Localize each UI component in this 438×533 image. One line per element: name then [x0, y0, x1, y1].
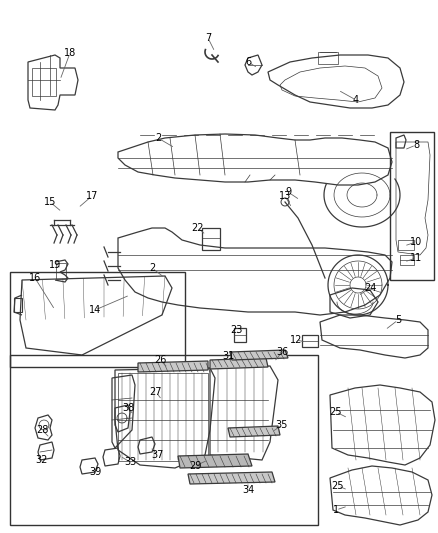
Text: 33: 33 — [124, 457, 136, 467]
Text: 34: 34 — [242, 485, 254, 495]
Text: 16: 16 — [29, 273, 41, 283]
Text: 6: 6 — [245, 57, 251, 67]
Bar — [398, 240, 414, 250]
Text: 4: 4 — [353, 95, 359, 105]
Text: 13: 13 — [279, 191, 291, 201]
Text: 36: 36 — [276, 347, 288, 357]
Bar — [318, 52, 338, 64]
Polygon shape — [178, 454, 252, 468]
Text: 27: 27 — [150, 387, 162, 397]
Text: 31: 31 — [222, 351, 234, 361]
Text: 8: 8 — [413, 140, 419, 150]
Polygon shape — [210, 358, 268, 369]
Text: 35: 35 — [276, 420, 288, 430]
Text: 26: 26 — [154, 355, 166, 365]
Bar — [302, 335, 318, 347]
Bar — [400, 255, 414, 265]
Text: 11: 11 — [410, 253, 422, 263]
Bar — [202, 228, 220, 250]
Text: 7: 7 — [205, 33, 211, 43]
Polygon shape — [230, 350, 288, 360]
Text: 23: 23 — [230, 325, 242, 335]
Bar — [14, 298, 22, 312]
Text: 32: 32 — [36, 455, 48, 465]
Text: 2: 2 — [149, 263, 155, 273]
Text: 37: 37 — [152, 450, 164, 460]
Text: 14: 14 — [89, 305, 101, 315]
Polygon shape — [138, 361, 208, 372]
Text: 18: 18 — [64, 48, 76, 58]
Bar — [118, 373, 208, 461]
Text: 39: 39 — [89, 467, 101, 477]
Text: 2: 2 — [155, 133, 161, 143]
Text: 9: 9 — [285, 187, 291, 197]
Bar — [390, 132, 434, 280]
Text: 24: 24 — [364, 283, 376, 293]
Text: 28: 28 — [36, 425, 48, 435]
Text: 38: 38 — [122, 403, 134, 413]
Bar — [32, 68, 56, 96]
Text: 12: 12 — [290, 335, 302, 345]
Text: 22: 22 — [192, 223, 204, 233]
Bar — [10, 272, 185, 367]
Polygon shape — [188, 472, 275, 484]
Polygon shape — [228, 426, 280, 437]
Text: 5: 5 — [395, 315, 401, 325]
Text: 15: 15 — [44, 197, 56, 207]
Text: 29: 29 — [189, 461, 201, 471]
Text: 17: 17 — [86, 191, 98, 201]
Text: 19: 19 — [49, 260, 61, 270]
Text: 1: 1 — [333, 505, 339, 515]
Bar — [56, 263, 66, 279]
Text: 25: 25 — [330, 407, 342, 417]
Text: 25: 25 — [332, 481, 344, 491]
Bar — [10, 355, 318, 525]
Text: 10: 10 — [410, 237, 422, 247]
